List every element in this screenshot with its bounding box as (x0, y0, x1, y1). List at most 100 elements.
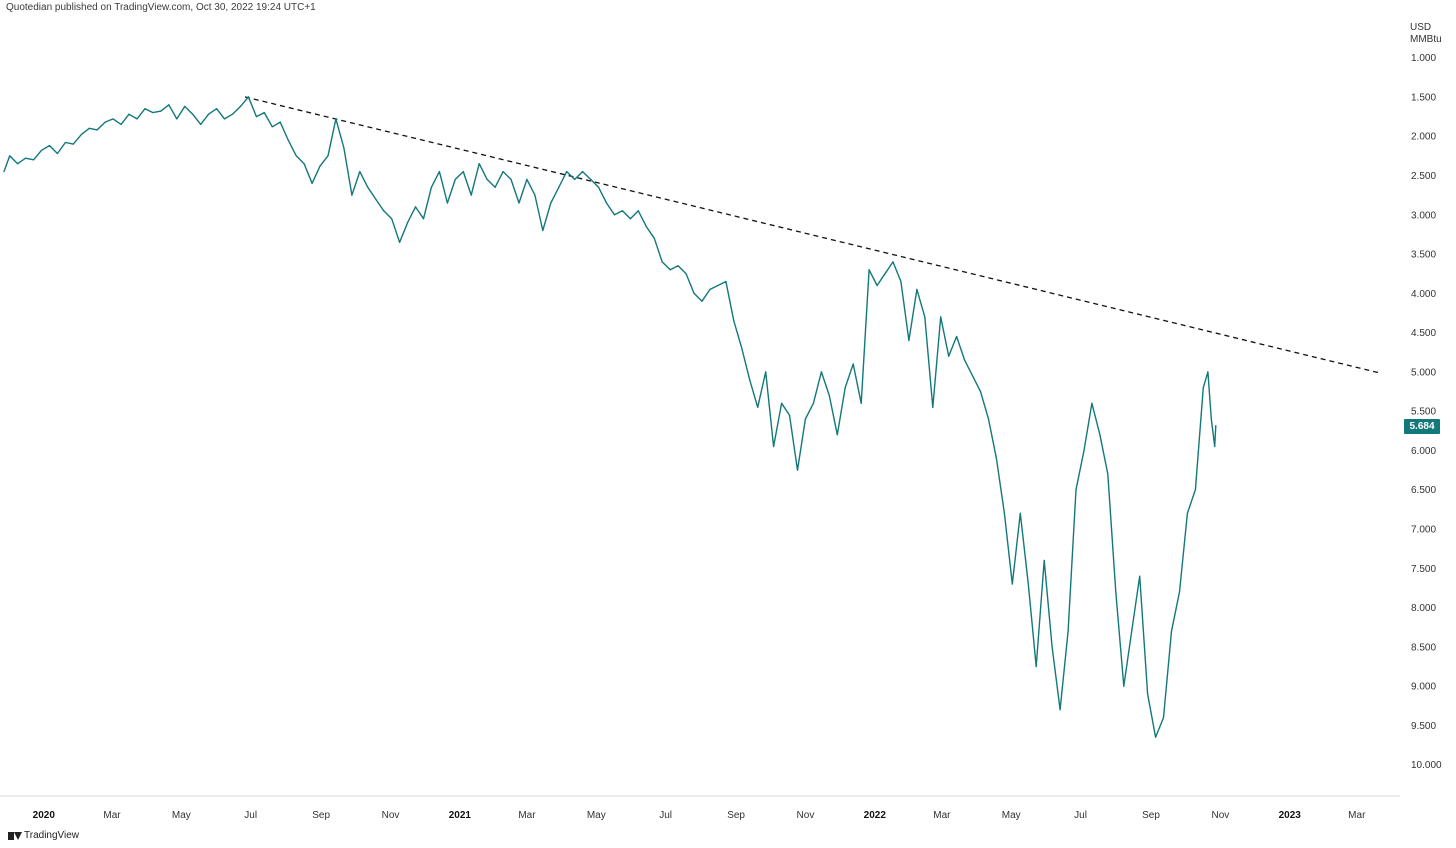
y-tick-label: 9.500 (1411, 721, 1436, 732)
series-point (709, 288, 711, 290)
series-point (796, 469, 799, 471)
y-tick-label: 4.000 (1411, 289, 1436, 300)
series-point (120, 123, 122, 125)
series-point (964, 359, 966, 361)
series-point (916, 288, 918, 290)
series-point (1131, 630, 1133, 632)
series-point (144, 108, 146, 110)
x-tick-label: Sep (727, 810, 745, 821)
series-point (327, 155, 329, 157)
x-tick-label: Nov (1211, 810, 1229, 821)
series-point (550, 202, 552, 204)
series-point (287, 139, 289, 141)
series-point (669, 269, 671, 271)
y-tick-label: 8.500 (1411, 642, 1436, 653)
series-point (184, 105, 186, 107)
y-tick-label: 5.500 (1411, 407, 1436, 418)
series-point (653, 237, 655, 239)
series-point (168, 104, 170, 106)
series-point (1162, 717, 1165, 719)
series-point (645, 226, 647, 228)
series-point (1139, 575, 1141, 577)
y-axis-ticks[interactable]: 1.000 1.500 2.000 2.500 3.000 3.500 4.000 4.500… (1411, 53, 1442, 771)
series-point (900, 280, 902, 283)
series-point (502, 171, 504, 173)
y-tick-label: 10.000 (1411, 760, 1442, 771)
trendline[interactable] (244, 96, 1382, 375)
series-point (470, 194, 472, 196)
series-point (979, 390, 982, 393)
series-point (1011, 583, 1013, 585)
series-point (311, 182, 313, 184)
series-point (438, 171, 440, 173)
series-point (948, 355, 950, 357)
y-tick-label: 6.000 (1411, 446, 1436, 457)
series-point (1043, 559, 1045, 562)
series-point (956, 335, 958, 338)
series-point (1214, 445, 1216, 448)
series-point (741, 347, 743, 349)
series-point (995, 457, 998, 459)
y-tick-label: 2.500 (1411, 171, 1436, 182)
series-point (486, 178, 488, 180)
series-point (876, 284, 878, 287)
series-point (422, 218, 425, 220)
series-point (1147, 693, 1149, 695)
tradingview-label: TradingView (24, 830, 80, 841)
y-tick-label: 1.000 (1411, 53, 1436, 64)
y-tick-label: 8.000 (1411, 603, 1436, 614)
series-point (693, 292, 695, 294)
series-point (72, 143, 74, 145)
x-tick-label: 2020 (33, 810, 56, 821)
series-point (247, 96, 249, 98)
series-point (788, 414, 791, 416)
tradingview-logo-icon (8, 831, 22, 840)
series-point (25, 157, 27, 159)
series-point (820, 371, 823, 373)
series-line-natural-gas[interactable] (3, 96, 1217, 738)
series-point (725, 280, 727, 283)
series-point (319, 165, 321, 167)
publish-note: Quotedian published on TradingView.com, … (6, 2, 316, 13)
last-value-badge: 5.684 (1404, 419, 1440, 434)
series-point (231, 113, 234, 115)
series-point (518, 202, 520, 204)
series-point (478, 163, 480, 165)
series-point (160, 110, 162, 112)
series-point (1207, 371, 1209, 373)
series-point (1051, 646, 1053, 648)
series-point (884, 273, 886, 275)
series-point (351, 194, 353, 196)
series-point (399, 241, 401, 243)
series-point (1059, 709, 1061, 711)
y-tick-label: 2.000 (1411, 132, 1436, 143)
series-point (176, 118, 178, 120)
series-point (33, 159, 35, 161)
series-point (661, 261, 663, 263)
x-tick-label: Nov (797, 810, 815, 821)
series-point (1067, 630, 1069, 632)
series-point (48, 145, 51, 147)
series-point (940, 316, 942, 318)
series-point (200, 123, 202, 125)
series-point (17, 163, 19, 165)
series-point (216, 108, 218, 110)
x-tick-label: Nov (382, 810, 400, 821)
series-point (566, 171, 568, 173)
tradingview-branding[interactable]: TradingView (8, 830, 79, 841)
series-point (462, 171, 464, 173)
x-axis-ticks[interactable]: 2020 Mar May Jul Sep Nov 2021 Mar May Jul Sep Nov 20… (33, 810, 1366, 821)
series-point (104, 121, 106, 123)
series-point (271, 126, 273, 128)
series-point (112, 118, 114, 120)
series-point (605, 202, 608, 204)
series-point (582, 171, 584, 173)
series-point (64, 141, 66, 144)
series-point (1215, 425, 1217, 427)
x-tick-label: Jul (244, 810, 257, 821)
series-point (868, 269, 870, 271)
y-tick-label: 3.000 (1411, 210, 1436, 221)
x-tick-label: Jul (1074, 810, 1087, 821)
series-point (1091, 402, 1093, 404)
